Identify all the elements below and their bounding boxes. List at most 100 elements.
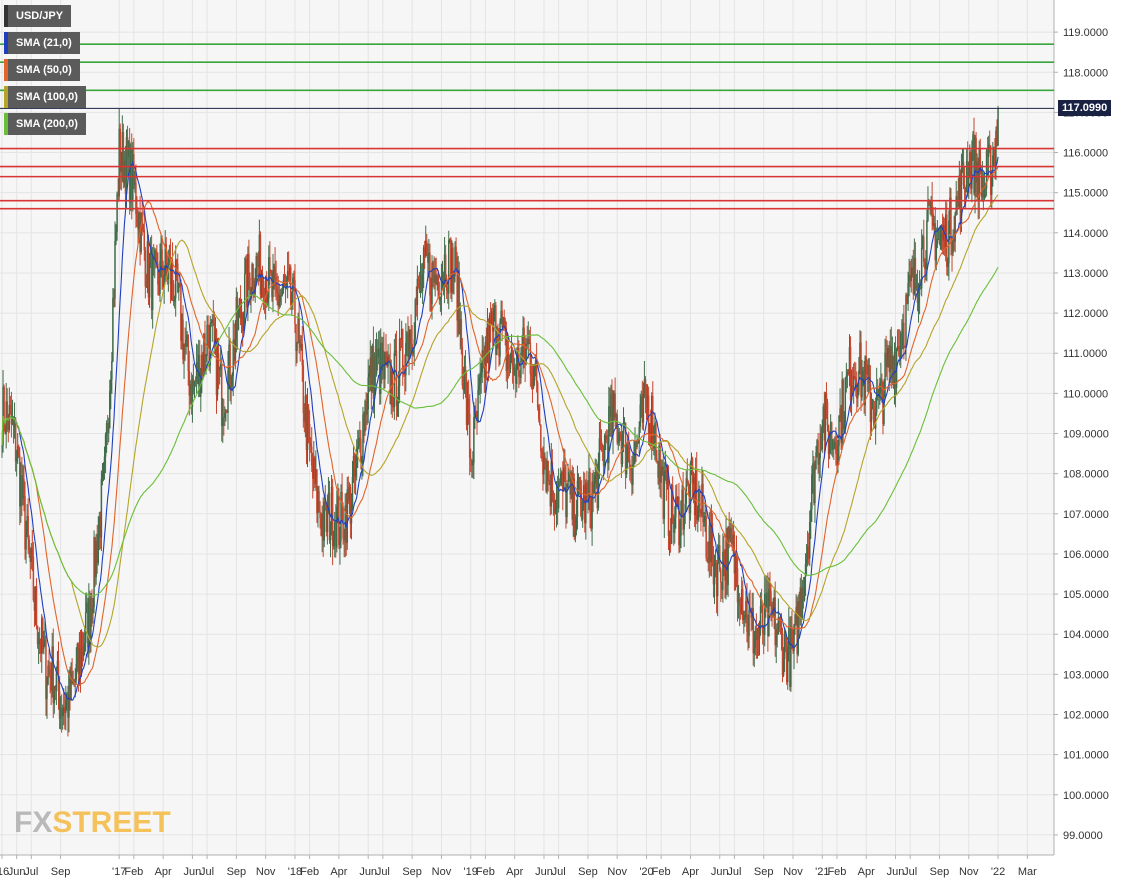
candle-body xyxy=(981,177,984,197)
x-tick-label: Sep xyxy=(51,866,71,878)
candle-body xyxy=(496,342,498,355)
candle-body xyxy=(429,252,431,296)
candle-body xyxy=(116,193,118,232)
x-tick-label: Apr xyxy=(330,866,347,878)
candle-body xyxy=(117,193,119,197)
candle-body xyxy=(643,379,646,394)
legend-sma21[interactable]: SMA (21,0) xyxy=(4,32,80,54)
candle-body xyxy=(67,694,69,718)
candle-body xyxy=(384,353,386,379)
candle-body xyxy=(630,467,632,471)
candle-body xyxy=(438,298,441,300)
legend-symbol[interactable]: USD/JPY xyxy=(4,5,72,27)
candle-body xyxy=(531,376,534,388)
candle-body xyxy=(284,283,287,286)
candle-body xyxy=(597,460,600,509)
candle-body xyxy=(374,356,377,375)
candle-body xyxy=(103,456,106,465)
candle-body xyxy=(874,412,877,429)
legend-sma100[interactable]: SMA (100,0) xyxy=(4,86,86,108)
candle-body xyxy=(375,348,378,375)
candle-body xyxy=(958,175,961,207)
candle-body xyxy=(667,475,670,536)
candle-body xyxy=(677,496,679,505)
candle-body xyxy=(921,236,924,249)
candle-body xyxy=(454,246,456,277)
candle-body xyxy=(704,516,706,520)
candle-body xyxy=(122,132,125,184)
candle-body xyxy=(549,480,551,507)
legend-sma50[interactable]: SMA (50,0) xyxy=(4,59,80,81)
candle-body xyxy=(99,516,102,538)
candle-body xyxy=(912,267,915,295)
candle-body xyxy=(760,606,763,608)
candle-body xyxy=(92,607,94,614)
candle-body xyxy=(71,671,73,684)
candle-body xyxy=(790,626,792,687)
candle-body xyxy=(426,240,428,253)
candle-body xyxy=(107,428,110,434)
candle-body xyxy=(915,285,918,289)
candle-body xyxy=(940,232,943,237)
candle-body xyxy=(162,278,164,287)
candle-body xyxy=(329,526,332,541)
candle-body xyxy=(160,249,162,262)
candle-body xyxy=(46,684,48,700)
candle-body xyxy=(971,157,973,189)
candle-body xyxy=(679,535,681,545)
candle-body xyxy=(903,322,905,347)
candle-body xyxy=(21,475,23,499)
candle-body xyxy=(843,422,846,430)
candle-body xyxy=(204,333,206,357)
candle-body xyxy=(584,485,586,524)
candle-body xyxy=(305,395,308,451)
candle-body xyxy=(914,257,917,289)
candle-body xyxy=(498,344,500,357)
candle-body xyxy=(243,273,246,316)
candle-body xyxy=(472,463,474,466)
candle-body xyxy=(15,458,18,462)
candle-body xyxy=(780,626,783,634)
candle-body xyxy=(674,517,676,533)
candle-body xyxy=(348,487,351,501)
candle-body xyxy=(460,319,463,347)
candle-body xyxy=(113,297,115,299)
candle-body xyxy=(655,423,657,459)
candle-body xyxy=(246,258,248,308)
candle-body xyxy=(659,445,661,483)
candle-body xyxy=(414,299,417,340)
candle-body xyxy=(491,311,494,332)
candle-body xyxy=(216,353,219,396)
candle-body xyxy=(646,395,649,408)
candle-body xyxy=(991,175,993,195)
candle-body xyxy=(714,563,717,565)
candle-body xyxy=(52,646,55,704)
candle-body xyxy=(558,481,561,485)
sma21-swatch xyxy=(4,32,8,54)
candle-body xyxy=(411,344,413,354)
candle-body xyxy=(385,353,387,361)
candle-body xyxy=(970,152,972,189)
candle-body xyxy=(279,294,282,302)
candle-body xyxy=(367,377,369,410)
candle-body xyxy=(3,386,5,428)
x-tick-label: Jun xyxy=(711,866,729,878)
candle-body xyxy=(45,640,47,700)
candle-body xyxy=(360,438,362,464)
candle-body xyxy=(927,201,929,221)
candle-body xyxy=(427,252,429,263)
candle-body xyxy=(535,360,538,383)
candle-body xyxy=(161,249,163,279)
candle-body xyxy=(823,406,826,441)
candle-body xyxy=(521,352,523,355)
candle-body xyxy=(943,225,946,249)
x-tick-label: Apr xyxy=(506,866,523,878)
legend-sma200[interactable]: SMA (200,0) xyxy=(4,113,86,135)
candle-body xyxy=(848,346,851,374)
candle-body xyxy=(844,377,847,423)
candle-body xyxy=(1,445,3,447)
candle-body xyxy=(860,342,862,398)
candle-body xyxy=(647,395,650,436)
candle-body xyxy=(321,513,323,536)
